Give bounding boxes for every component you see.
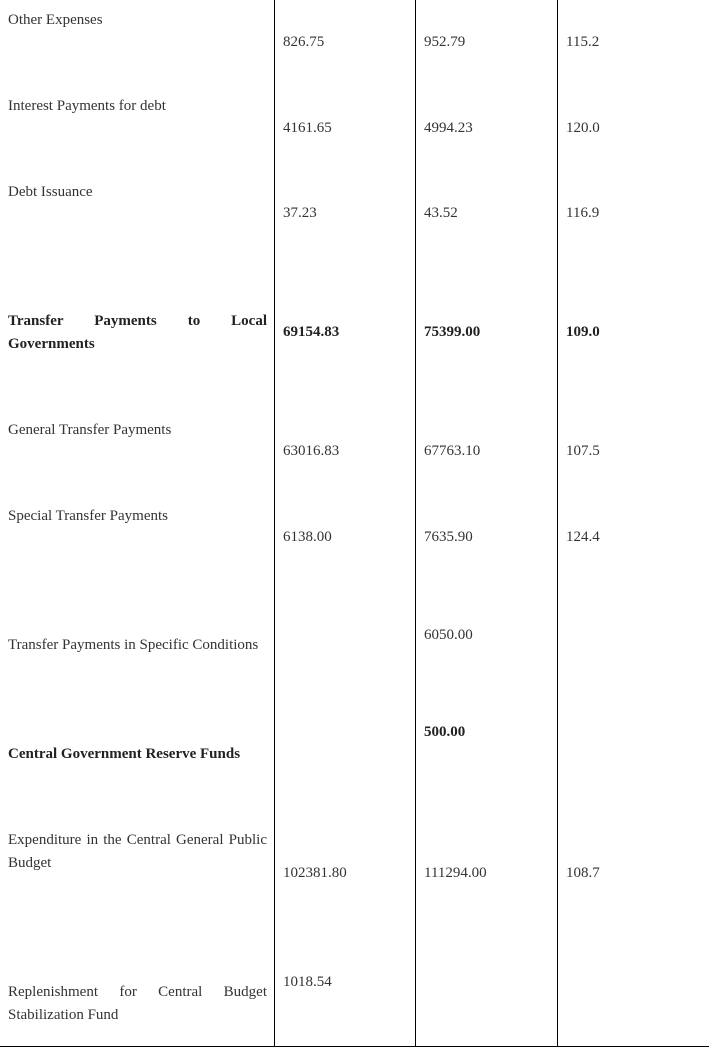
row-label: Transfer Payments in Specific Conditions (8, 637, 259, 653)
cell-value: 4161.65 (283, 120, 332, 136)
cell-value: 4994.23 (424, 120, 473, 136)
row-label: Central Government Reserve Funds (8, 746, 241, 762)
cell-value: 1018.54 (283, 974, 332, 990)
cell-value: 124.4 (566, 529, 600, 545)
cell-value: 63016.83 (283, 443, 340, 459)
cell-value: 500.00 (424, 724, 466, 740)
cell-value: 109.0 (566, 324, 600, 340)
cell-value: 826.75 (283, 34, 325, 50)
column-divider (557, 0, 558, 1047)
cell-value: 43.52 (424, 205, 458, 221)
cell-value: 120.0 (566, 120, 600, 136)
cell-value: 7635.90 (424, 529, 473, 545)
column-divider (415, 0, 416, 1047)
cell-value: 6138.00 (283, 529, 332, 545)
row-label: Interest Payments for debt (8, 98, 166, 114)
cell-value: 111294.00 (424, 865, 487, 881)
row-label: General Transfer Payments (8, 422, 172, 438)
row-label: Other Expenses (8, 12, 103, 28)
cell-value: 108.7 (566, 865, 600, 881)
row-label: Debt Issuance (8, 184, 93, 200)
column-divider (274, 0, 275, 1047)
table-bottom-border (0, 1046, 709, 1047)
cell-value: 952.79 (424, 34, 466, 50)
cell-value: 69154.83 (283, 324, 340, 340)
row-label: Transfer Payments to Local Governments (8, 313, 267, 352)
cell-value: 6050.00 (424, 627, 473, 643)
cell-value: 37.23 (283, 205, 317, 221)
cell-value: 102381.80 (283, 865, 347, 881)
cell-value: 67763.10 (424, 443, 481, 459)
row-label: Expenditure in the Central General Publi… (8, 832, 267, 871)
cell-value: 107.5 (566, 443, 600, 459)
cell-value: 116.9 (566, 205, 600, 221)
cell-value: 115.2 (566, 34, 600, 50)
row-label: Replenishment for Central Budget Stabili… (8, 984, 267, 1023)
cell-value: 75399.00 (424, 324, 481, 340)
row-label: Special Transfer Payments (8, 508, 168, 524)
